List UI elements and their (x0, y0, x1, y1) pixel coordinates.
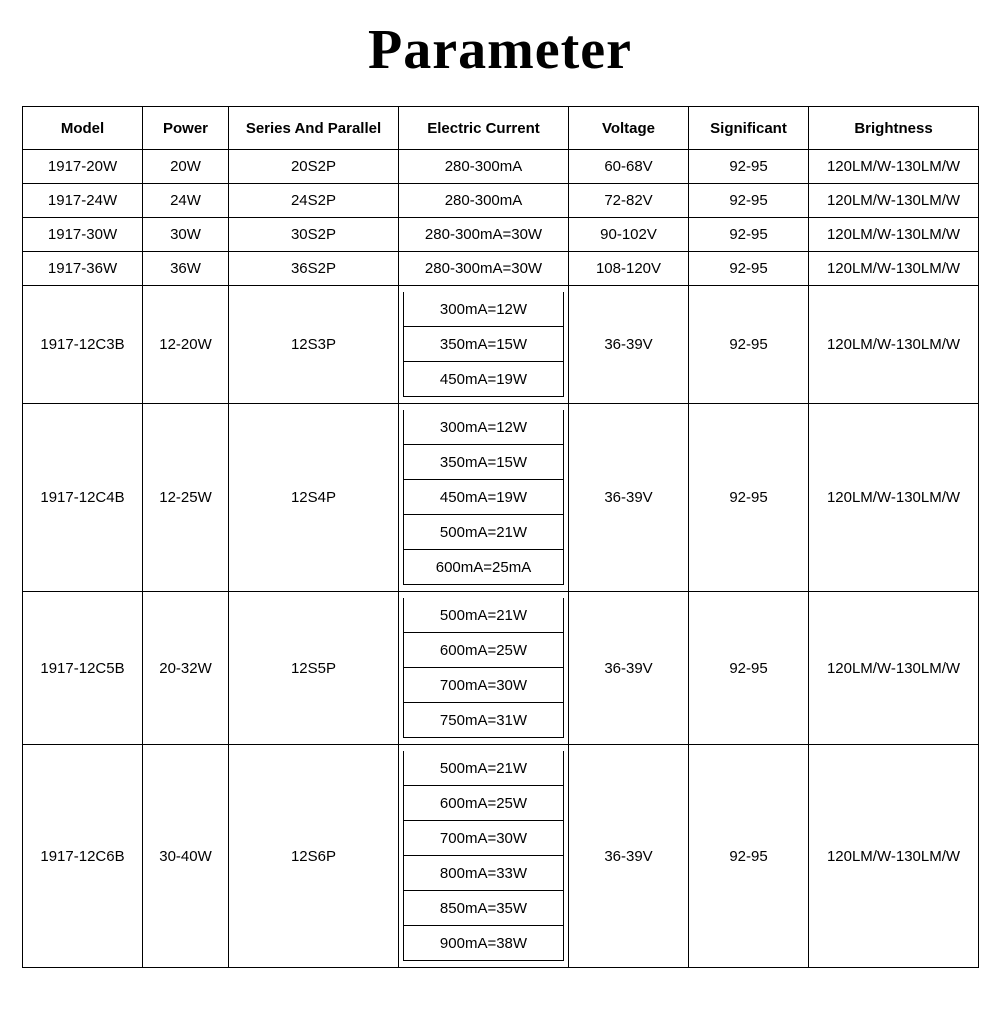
cell-current-sub: 500mA=21W (404, 515, 564, 550)
cell-power: 30-40W (143, 745, 229, 968)
table-row: 1917-30W30W30S2P280-300mA=30W90-102V92-9… (23, 218, 979, 252)
table-header-row: Model Power Series And Parallel Electric… (23, 107, 979, 150)
cell-current: 280-300mA=30W (399, 252, 569, 286)
cell-current-sub: 500mA=21W (404, 751, 564, 786)
table-row: 1917-12C3B12-20W12S3P300mA=12W350mA=15W4… (23, 286, 979, 404)
cell-voltage: 36-39V (569, 745, 689, 968)
table-row: 1917-20W20W20S2P280-300mA60-68V92-95120L… (23, 150, 979, 184)
cell-voltage: 36-39V (569, 404, 689, 592)
cell-current: 280-300mA=30W (399, 218, 569, 252)
cell-current: 280-300mA (399, 150, 569, 184)
cell-power: 20W (143, 150, 229, 184)
cell-series-parallel: 20S2P (229, 150, 399, 184)
cell-current-sub: 300mA=12W (404, 410, 564, 445)
cell-voltage: 108-120V (569, 252, 689, 286)
cell-power: 36W (143, 252, 229, 286)
cell-model: 1917-20W (23, 150, 143, 184)
cell-current-sub: 450mA=19W (404, 480, 564, 515)
cell-brightness: 120LM/W-130LM/W (809, 184, 979, 218)
cell-significant: 92-95 (689, 592, 809, 745)
col-model: Model (23, 107, 143, 150)
cell-significant: 92-95 (689, 252, 809, 286)
cell-current-sub: 600mA=25mA (404, 550, 564, 585)
cell-current-sub: 450mA=19W (404, 362, 564, 397)
col-significant: Significant (689, 107, 809, 150)
table-row: 1917-12C6B30-40W12S6P500mA=21W600mA=25W7… (23, 745, 979, 968)
cell-model: 1917-12C6B (23, 745, 143, 968)
cell-current-sub: 600mA=25W (404, 633, 564, 668)
cell-current: 280-300mA (399, 184, 569, 218)
cell-series-parallel: 12S5P (229, 592, 399, 745)
cell-series-parallel: 12S3P (229, 286, 399, 404)
cell-voltage: 60-68V (569, 150, 689, 184)
cell-current-sub: 750mA=31W (404, 703, 564, 738)
cell-series-parallel: 12S4P (229, 404, 399, 592)
cell-power: 20-32W (143, 592, 229, 745)
table-row: 1917-12C4B12-25W12S4P300mA=12W350mA=15W4… (23, 404, 979, 592)
cell-brightness: 120LM/W-130LM/W (809, 404, 979, 592)
cell-current-sub: 350mA=15W (404, 327, 564, 362)
cell-brightness: 120LM/W-130LM/W (809, 286, 979, 404)
cell-voltage: 36-39V (569, 286, 689, 404)
cell-significant: 92-95 (689, 218, 809, 252)
cell-model: 1917-30W (23, 218, 143, 252)
cell-model: 1917-12C3B (23, 286, 143, 404)
cell-current-sub: 800mA=33W (404, 856, 564, 891)
cell-brightness: 120LM/W-130LM/W (809, 150, 979, 184)
table-row: 1917-12C5B20-32W12S5P500mA=21W600mA=25W7… (23, 592, 979, 745)
cell-brightness: 120LM/W-130LM/W (809, 745, 979, 968)
cell-series-parallel: 36S2P (229, 252, 399, 286)
cell-series-parallel: 24S2P (229, 184, 399, 218)
cell-brightness: 120LM/W-130LM/W (809, 218, 979, 252)
col-voltage: Voltage (569, 107, 689, 150)
parameter-table: Model Power Series And Parallel Electric… (22, 106, 979, 968)
cell-significant: 92-95 (689, 745, 809, 968)
cell-series-parallel: 30S2P (229, 218, 399, 252)
cell-current: 300mA=12W350mA=15W450mA=19W (399, 286, 569, 404)
cell-current-sub: 850mA=35W (404, 891, 564, 926)
cell-power: 30W (143, 218, 229, 252)
cell-power: 12-25W (143, 404, 229, 592)
cell-current-sub: 500mA=21W (404, 598, 564, 633)
cell-voltage: 36-39V (569, 592, 689, 745)
cell-current-sub: 900mA=38W (404, 926, 564, 961)
cell-series-parallel: 12S6P (229, 745, 399, 968)
cell-model: 1917-24W (23, 184, 143, 218)
cell-current-sub: 700mA=30W (404, 668, 564, 703)
cell-model: 1917-12C4B (23, 404, 143, 592)
cell-current-sub: 300mA=12W (404, 292, 564, 327)
cell-current: 500mA=21W600mA=25W700mA=30W800mA=33W850m… (399, 745, 569, 968)
cell-significant: 92-95 (689, 286, 809, 404)
col-current: Electric Current (399, 107, 569, 150)
col-series: Series And Parallel (229, 107, 399, 150)
cell-current-sub: 700mA=30W (404, 821, 564, 856)
cell-model: 1917-12C5B (23, 592, 143, 745)
cell-current: 500mA=21W600mA=25W700mA=30W750mA=31W (399, 592, 569, 745)
col-brightness: Brightness (809, 107, 979, 150)
cell-voltage: 90-102V (569, 218, 689, 252)
cell-significant: 92-95 (689, 150, 809, 184)
cell-significant: 92-95 (689, 404, 809, 592)
table-row: 1917-24W24W24S2P280-300mA72-82V92-95120L… (23, 184, 979, 218)
cell-brightness: 120LM/W-130LM/W (809, 592, 979, 745)
cell-current-sub: 350mA=15W (404, 445, 564, 480)
cell-current-sub: 600mA=25W (404, 786, 564, 821)
cell-model: 1917-36W (23, 252, 143, 286)
table-row: 1917-36W36W36S2P280-300mA=30W108-120V92-… (23, 252, 979, 286)
cell-brightness: 120LM/W-130LM/W (809, 252, 979, 286)
cell-power: 24W (143, 184, 229, 218)
col-power: Power (143, 107, 229, 150)
cell-voltage: 72-82V (569, 184, 689, 218)
cell-power: 12-20W (143, 286, 229, 404)
page-title: Parameter (22, 18, 978, 82)
cell-significant: 92-95 (689, 184, 809, 218)
cell-current: 300mA=12W350mA=15W450mA=19W500mA=21W600m… (399, 404, 569, 592)
